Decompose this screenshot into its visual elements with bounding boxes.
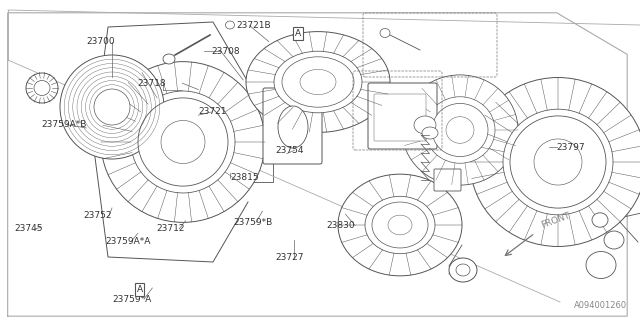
Text: 23712: 23712 [157,224,186,233]
FancyBboxPatch shape [374,94,426,141]
Ellipse shape [161,120,205,164]
Ellipse shape [446,117,474,143]
Ellipse shape [282,57,354,107]
Text: 23727: 23727 [275,253,304,262]
Ellipse shape [34,81,50,95]
Text: 23721B: 23721B [237,21,271,30]
Ellipse shape [414,116,436,134]
Text: 23830: 23830 [326,221,355,230]
Text: 23745: 23745 [14,224,43,233]
Ellipse shape [456,264,470,276]
FancyBboxPatch shape [263,88,322,164]
FancyBboxPatch shape [368,83,437,149]
FancyBboxPatch shape [434,169,461,191]
Text: 23759A*B: 23759A*B [42,120,87,129]
Ellipse shape [225,21,234,29]
Ellipse shape [470,77,640,246]
Text: FRONT: FRONT [540,211,572,230]
Ellipse shape [338,174,462,276]
Ellipse shape [163,54,175,64]
Ellipse shape [101,62,265,222]
Ellipse shape [372,202,428,248]
Text: 23754: 23754 [275,146,304,155]
Ellipse shape [26,73,58,103]
Ellipse shape [274,51,362,113]
Ellipse shape [388,215,412,235]
Text: A: A [295,29,301,38]
Text: 23752: 23752 [83,212,112,220]
Ellipse shape [449,258,477,282]
Ellipse shape [604,231,624,249]
Ellipse shape [592,213,608,227]
Ellipse shape [422,127,438,139]
Ellipse shape [586,252,616,278]
Ellipse shape [380,28,390,37]
Text: 23759*B: 23759*B [234,218,273,227]
Ellipse shape [425,97,495,163]
Text: A: A [136,285,143,294]
Text: 23718: 23718 [138,79,166,88]
Text: 23721: 23721 [198,108,227,116]
Text: 23797: 23797 [557,143,586,152]
Text: 23708: 23708 [211,47,240,56]
Ellipse shape [365,196,435,254]
Ellipse shape [60,55,164,159]
Ellipse shape [402,75,518,185]
Ellipse shape [131,91,235,193]
Text: 23700: 23700 [86,37,115,46]
Ellipse shape [503,109,613,215]
Ellipse shape [300,69,336,95]
Ellipse shape [94,89,130,125]
Text: A094001260: A094001260 [573,300,627,309]
Text: 23759*A: 23759*A [112,295,151,304]
Ellipse shape [432,103,488,156]
Ellipse shape [138,98,228,186]
Ellipse shape [278,106,308,148]
Ellipse shape [510,116,606,208]
Ellipse shape [246,32,390,132]
Ellipse shape [534,139,582,185]
Text: 23815: 23815 [230,173,259,182]
Text: 23759A*A: 23759A*A [106,237,151,246]
